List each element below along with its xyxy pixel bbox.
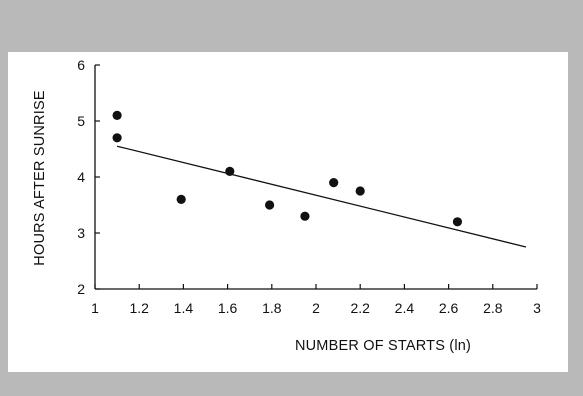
x-tick-label: 1.8 <box>262 300 282 316</box>
y-tick-label: 3 <box>77 225 85 241</box>
data-point <box>225 166 235 176</box>
data-point <box>300 211 310 221</box>
x-tick-label: 1.2 <box>129 300 149 316</box>
axes: 1 1.2 1.4 1.6 1.8 2 2.2 2.4 2.6 2.8 3 2 3 4 5 6 <box>77 57 541 316</box>
x-tick-label: 3 <box>533 300 541 316</box>
x-tick-label: 2.8 <box>483 300 503 316</box>
points-group <box>112 110 463 227</box>
x-tick-label: 2 <box>312 300 320 316</box>
data-point <box>112 110 122 120</box>
chart-panel <box>8 52 568 372</box>
y-axis-label: HOURS AFTER SUNRISE <box>32 90 48 266</box>
y-tick-label: 5 <box>77 113 85 129</box>
data-point <box>355 186 365 196</box>
data-point <box>264 200 275 210</box>
x-axis-label: NUMBER OF STARTS (ln) <box>295 338 471 354</box>
y-tick-label: 6 <box>77 57 85 73</box>
data-point <box>329 178 339 188</box>
x-tick-label: 1.4 <box>174 300 194 316</box>
data-point <box>112 133 122 143</box>
data-point <box>452 217 463 227</box>
x-tick-label: 2.2 <box>350 300 370 316</box>
y-tick-label: 2 <box>77 281 85 297</box>
x-tick-label: 1 <box>91 300 99 316</box>
x-tick-label: 2.4 <box>395 300 415 316</box>
trendline-group <box>116 145 527 248</box>
x-tick-label: 1.6 <box>218 300 238 316</box>
y-tick-label: 4 <box>77 169 85 185</box>
trendline <box>116 145 527 248</box>
x-tick-label: 2.6 <box>439 300 459 316</box>
data-point <box>176 194 186 204</box>
